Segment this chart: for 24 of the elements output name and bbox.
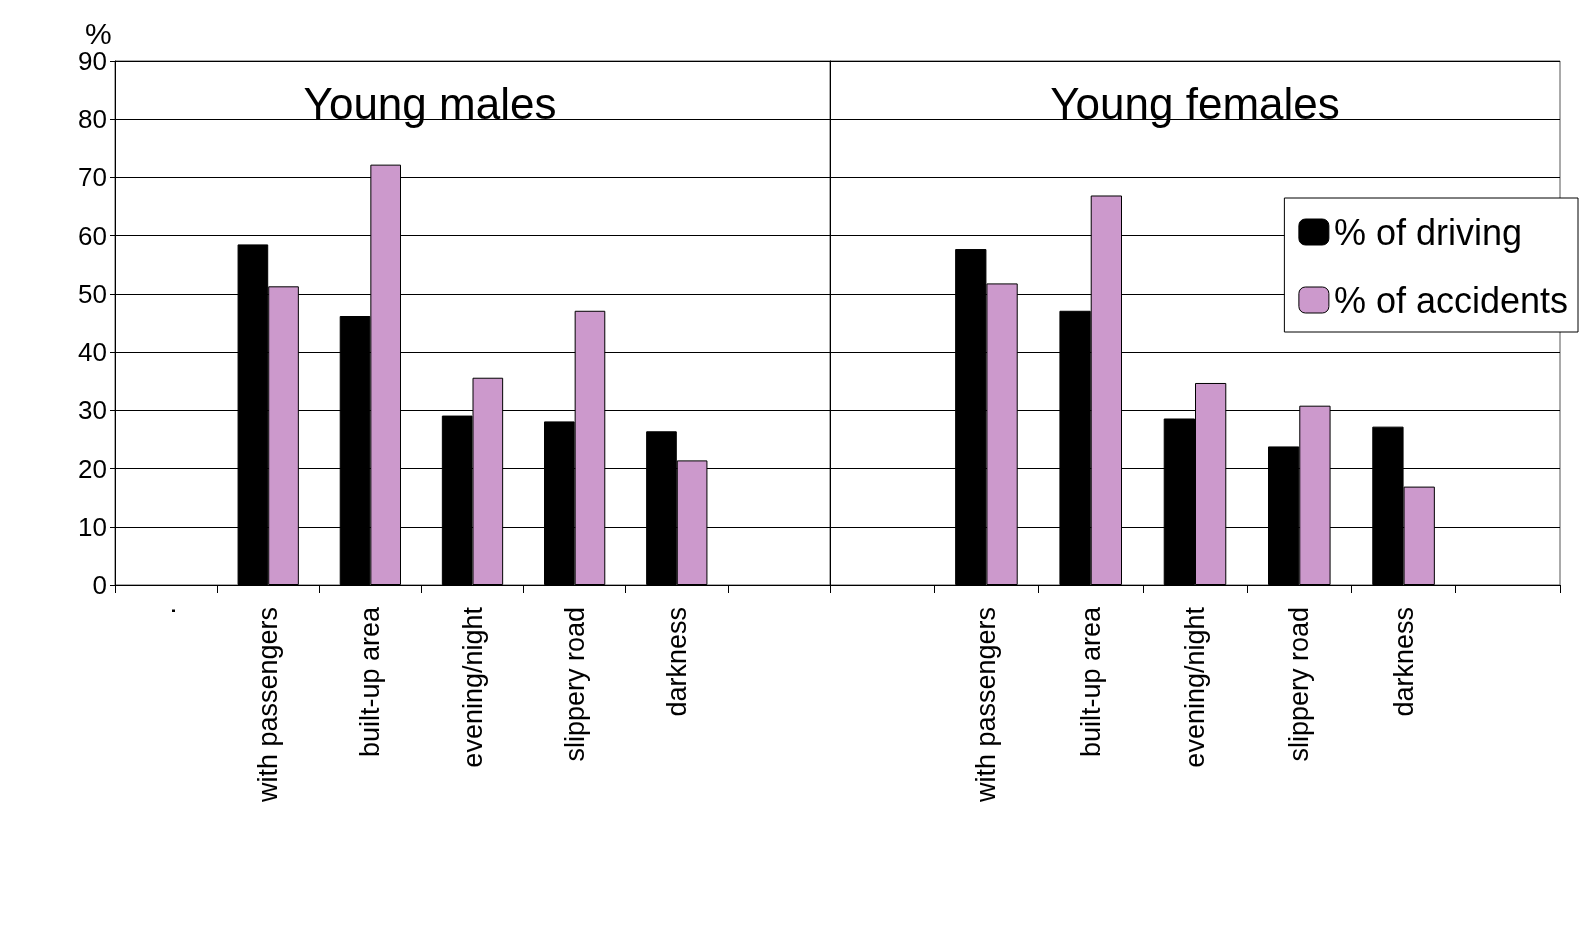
x-tick-label: evening/night — [457, 606, 488, 768]
x-tick-label: with passengers — [971, 607, 1002, 804]
x-tick-label: . — [151, 607, 182, 615]
x-tick-label: darkness — [1388, 607, 1419, 717]
x-tick-label: slippery road — [559, 607, 590, 762]
chart-title: Young females — [1050, 78, 1340, 128]
y-tick-label: 60 — [78, 220, 107, 251]
y-tick-label: 80 — [78, 104, 107, 135]
x-tick-label: slippery road — [1284, 607, 1315, 762]
y-tick-label: 10 — [78, 511, 107, 542]
y-tick-label: 50 — [78, 278, 107, 309]
legend-label: % of driving — [1333, 211, 1522, 253]
y-tick-label: 20 — [78, 453, 107, 484]
y-tick-label: 40 — [78, 337, 107, 368]
chart-title: Young males — [303, 78, 557, 128]
x-tick-label: evening/night — [1180, 606, 1210, 768]
x-tick-label: darkness — [661, 607, 692, 717]
x-tick-label: built-up area — [355, 606, 386, 758]
y-tick-label: 70 — [78, 162, 107, 193]
y-tick-label: 0 — [92, 570, 107, 600]
x-tick-label: with passengers — [253, 607, 284, 804]
y-tick-label: 30 — [78, 395, 107, 426]
legend-label: % of accidents — [1333, 279, 1568, 321]
x-tick-label: built-up area — [1075, 606, 1106, 758]
